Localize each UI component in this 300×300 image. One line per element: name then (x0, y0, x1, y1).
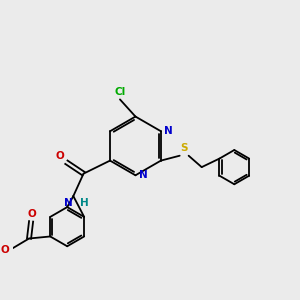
Text: N: N (64, 198, 73, 208)
Text: H: H (80, 198, 88, 208)
Text: O: O (55, 151, 64, 161)
Text: Cl: Cl (114, 87, 126, 97)
Text: O: O (1, 244, 10, 254)
Text: N: N (139, 170, 148, 180)
Text: O: O (27, 209, 36, 219)
Text: N: N (164, 126, 173, 136)
Text: S: S (181, 143, 188, 153)
